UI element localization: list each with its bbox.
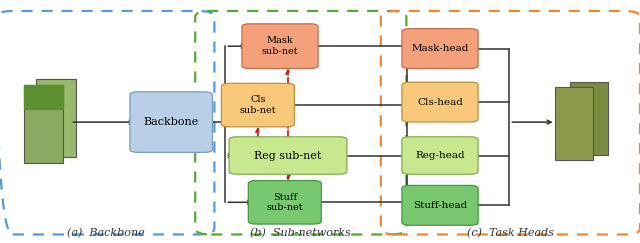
FancyBboxPatch shape bbox=[229, 137, 347, 174]
Text: Stuff-head: Stuff-head bbox=[413, 201, 467, 210]
FancyBboxPatch shape bbox=[24, 85, 63, 163]
Text: Cls
sub-net: Cls sub-net bbox=[239, 95, 276, 115]
FancyBboxPatch shape bbox=[402, 137, 478, 174]
FancyBboxPatch shape bbox=[402, 82, 478, 122]
Text: Cls-head: Cls-head bbox=[417, 97, 463, 107]
Text: Backbone: Backbone bbox=[143, 117, 199, 127]
FancyBboxPatch shape bbox=[248, 181, 321, 224]
Text: (a)  Backbone: (a) Backbone bbox=[67, 228, 145, 238]
Text: Stuff
sub-net: Stuff sub-net bbox=[266, 193, 303, 212]
Text: Mask-head: Mask-head bbox=[412, 44, 468, 53]
FancyBboxPatch shape bbox=[570, 82, 608, 155]
Text: Reg sub-net: Reg sub-net bbox=[254, 150, 322, 161]
FancyBboxPatch shape bbox=[402, 29, 478, 69]
FancyBboxPatch shape bbox=[402, 185, 478, 225]
Text: (c)  Task Heads: (c) Task Heads bbox=[467, 228, 554, 238]
FancyBboxPatch shape bbox=[130, 92, 212, 152]
Text: (b)  Sub-networks: (b) Sub-networks bbox=[250, 228, 351, 238]
FancyBboxPatch shape bbox=[221, 83, 294, 127]
Text: Mask
sub-net: Mask sub-net bbox=[262, 36, 298, 56]
Text: Reg-head: Reg-head bbox=[415, 151, 465, 160]
FancyBboxPatch shape bbox=[242, 24, 318, 69]
FancyBboxPatch shape bbox=[555, 87, 593, 160]
FancyBboxPatch shape bbox=[36, 79, 76, 157]
